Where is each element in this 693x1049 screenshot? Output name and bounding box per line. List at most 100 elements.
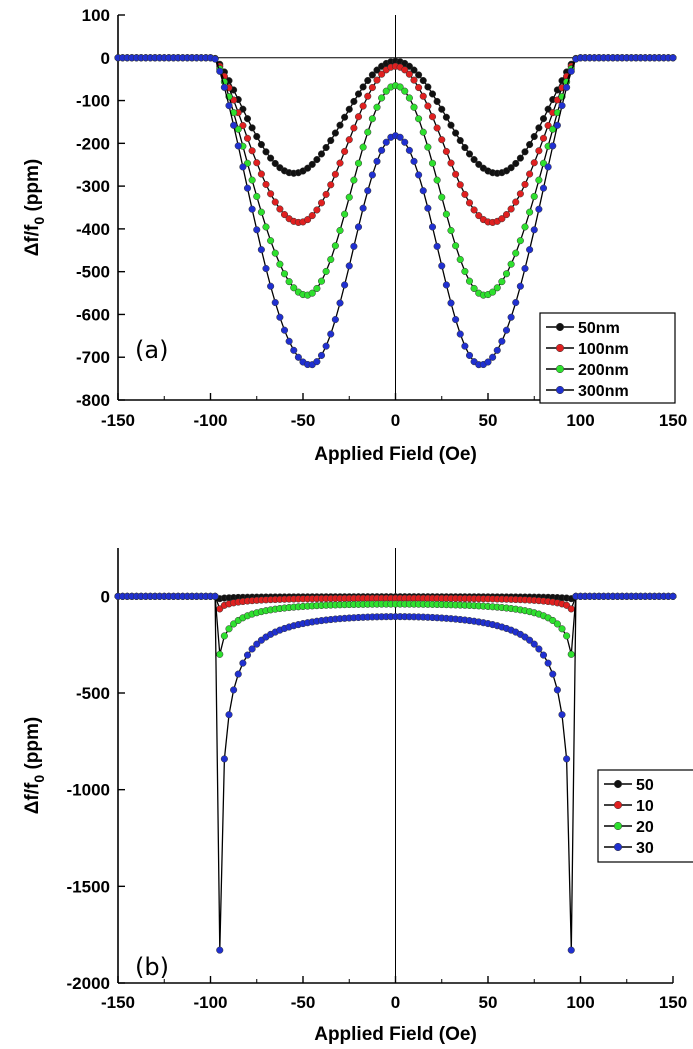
data-point — [271, 159, 279, 168]
data-point — [382, 87, 390, 95]
x-tick-label: 50 — [479, 993, 498, 1012]
y-axis-title-unit: (ppm) — [22, 159, 43, 217]
data-point — [669, 592, 677, 600]
data-point — [225, 102, 233, 110]
data-point — [280, 326, 289, 334]
data-point — [345, 105, 353, 113]
data-point — [544, 121, 552, 130]
data-point — [271, 198, 279, 206]
data-point — [549, 670, 557, 678]
x-tick-label: 150 — [659, 993, 687, 1012]
data-point — [526, 636, 534, 644]
y-tick-label: -700 — [76, 348, 110, 367]
data-point — [341, 210, 349, 218]
data-point — [350, 124, 358, 132]
data-point — [489, 353, 497, 361]
x-tick-label: -100 — [193, 411, 227, 430]
data-point — [271, 298, 279, 307]
data-point — [516, 237, 524, 245]
data-point — [563, 83, 571, 91]
data-point — [345, 262, 353, 270]
data-point — [341, 281, 349, 289]
data-point — [262, 264, 270, 273]
data-point — [364, 76, 372, 85]
x-tick-label: -50 — [291, 411, 316, 430]
panel-a-chart: -150 -100 -50 0 50 100 1501000-100-200-300-400… — [22, 6, 687, 465]
y-tick-label: -200 — [76, 134, 110, 153]
legend-label: 300nm — [578, 383, 629, 400]
legend-marker — [613, 779, 623, 789]
data-point — [327, 181, 335, 189]
data-point — [396, 83, 404, 91]
data-point — [419, 76, 427, 85]
data-point — [378, 70, 386, 78]
data-point — [304, 164, 312, 172]
y-axis-title: Δf/f0 (ppm) — [22, 159, 47, 256]
data-point — [558, 711, 566, 719]
data-point — [461, 267, 469, 275]
data-point — [317, 199, 326, 207]
data-point — [498, 215, 506, 223]
data-point — [317, 150, 326, 158]
data-point — [521, 148, 529, 156]
data-point — [341, 113, 349, 121]
data-point — [442, 281, 450, 289]
data-point — [415, 115, 423, 123]
legend-marker — [613, 800, 623, 810]
data-point — [262, 223, 270, 231]
data-point — [359, 83, 367, 91]
data-point — [424, 83, 432, 91]
data-point — [248, 176, 256, 184]
data-point — [317, 351, 326, 359]
data-point — [415, 171, 423, 179]
data-point — [359, 204, 367, 212]
data-point — [359, 102, 367, 110]
data-point — [290, 284, 298, 292]
data-point — [354, 113, 363, 121]
data-point — [539, 184, 548, 192]
data-point — [313, 284, 321, 293]
y-tick-label: -1000 — [67, 781, 110, 800]
x-tick-label: -50 — [291, 993, 316, 1012]
data-point — [461, 342, 469, 350]
data-point — [331, 129, 339, 137]
data-point — [248, 147, 256, 155]
data-point — [239, 659, 247, 667]
legend-label: 50 — [636, 777, 654, 794]
panel-label: (a) — [135, 336, 168, 364]
data-point — [553, 686, 561, 694]
data-point — [322, 342, 330, 350]
data-point — [512, 298, 520, 307]
data-point — [378, 146, 386, 154]
x-axis-title: Applied Field (Oe) — [314, 444, 477, 465]
data-point — [470, 284, 478, 293]
data-point — [410, 103, 418, 111]
data-point — [280, 270, 289, 278]
data-point — [401, 66, 409, 74]
data-point — [364, 128, 372, 136]
data-point — [419, 92, 427, 100]
data-point — [322, 190, 330, 198]
data-point — [567, 946, 575, 954]
data-point — [234, 670, 242, 678]
data-point — [447, 121, 455, 129]
data-point — [419, 128, 427, 136]
y-axis-title-unit: (ppm) — [22, 717, 43, 775]
data-point — [336, 159, 344, 167]
data-point — [373, 157, 381, 165]
data-point — [544, 163, 552, 171]
y-tick-label: 0 — [101, 587, 110, 606]
data-point — [262, 180, 270, 188]
data-point — [308, 160, 316, 168]
data-point — [308, 212, 316, 220]
data-point — [465, 277, 474, 285]
data-point — [493, 284, 501, 292]
data-point — [452, 129, 460, 137]
data-point — [442, 210, 450, 218]
data-point — [442, 113, 450, 121]
data-point — [336, 121, 344, 129]
data-point — [484, 358, 492, 366]
data-point — [350, 176, 358, 184]
data-point — [243, 184, 252, 192]
data-point — [243, 134, 252, 142]
